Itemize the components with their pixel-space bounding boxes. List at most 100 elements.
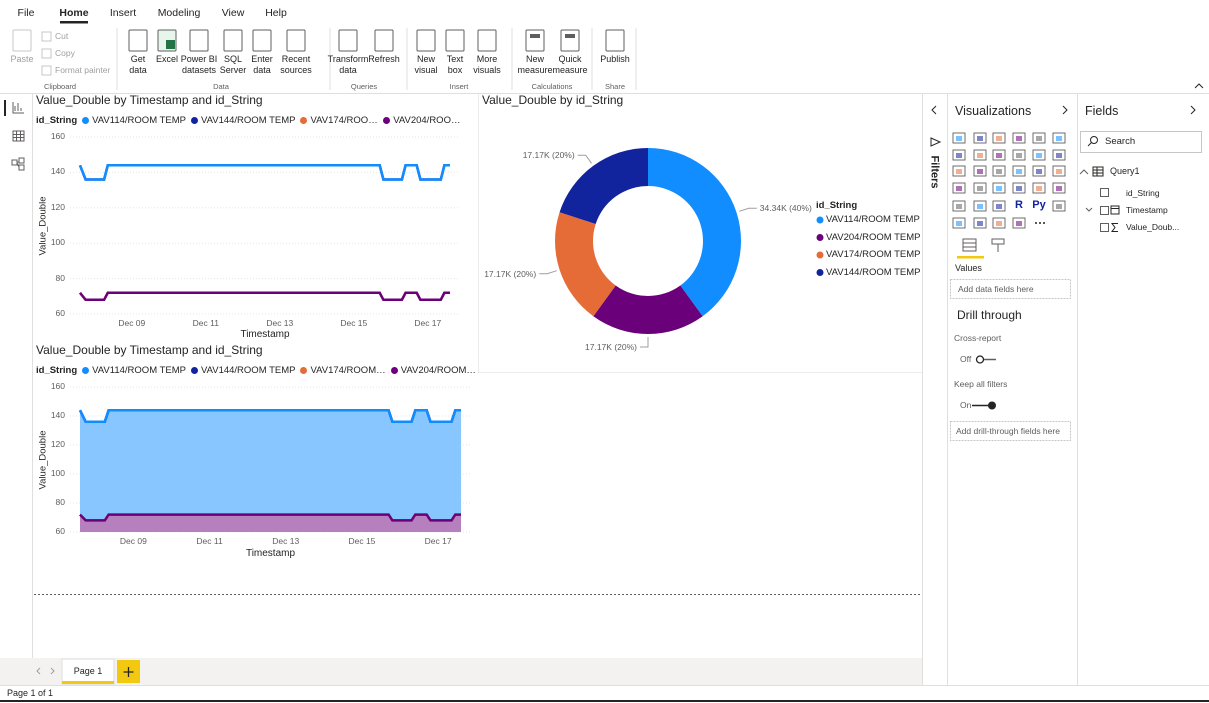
legend-label[interactable]: VAV204/ROOM TEMP: [826, 231, 921, 243]
search-box[interactable]: [1080, 131, 1202, 153]
visual-icon[interactable]: [1032, 182, 1046, 194]
filters-title[interactable]: Filters: [928, 155, 941, 189]
values-well[interactable]: [950, 279, 1071, 299]
visual-icon[interactable]: [952, 149, 966, 161]
nav-report[interactable]: [12, 102, 24, 114]
ribbon-button[interactable]: Enter data: [251, 54, 273, 75]
format-icon[interactable]: [991, 238, 1005, 252]
ribbon-button[interactable]: Refresh: [368, 54, 400, 64]
visual-icon[interactable]: [992, 132, 1006, 144]
collapse-fields[interactable]: [1190, 105, 1196, 115]
collapse-filters[interactable]: [931, 105, 937, 115]
visual-icon[interactable]: [973, 165, 987, 177]
field-name[interactable]: id_String: [1126, 188, 1160, 198]
ribbon-button[interactable]: Power BI datasets: [180, 54, 218, 75]
menu-tab[interactable]: Modeling: [157, 7, 201, 19]
legend-item[interactable]: VAV174/ROOM TEMP: [300, 365, 386, 376]
visual-icon[interactable]: [992, 149, 1006, 161]
keep-filters-toggle[interactable]: [972, 401, 996, 410]
field-checkbox[interactable]: [1100, 188, 1109, 197]
ribbon-button[interactable]: Recent sources: [280, 54, 312, 75]
python-visual[interactable]: Py: [1032, 199, 1046, 211]
legend-item[interactable]: VAV144/ROOM TEMP: [190, 115, 295, 126]
ribbon-button[interactable]: Text box: [446, 54, 464, 75]
visual-icon[interactable]: [952, 132, 966, 144]
field-checkbox[interactable]: [1100, 206, 1109, 215]
well-placeholder[interactable]: Add data fields here: [958, 284, 1034, 294]
ribbon-button[interactable]: New measure: [517, 54, 553, 75]
drill-well[interactable]: [950, 421, 1071, 441]
legend-item[interactable]: VAV144/ROOM TEMP: [190, 365, 295, 376]
ribbon-button[interactable]: Excel: [155, 54, 179, 64]
ribbon-button[interactable]: Publish: [600, 54, 630, 64]
ribbon-button[interactable]: Transform data: [327, 54, 369, 75]
field-checkbox[interactable]: [1100, 223, 1109, 232]
visual-icon[interactable]: [1032, 165, 1046, 177]
table-expander[interactable]: [1079, 169, 1089, 175]
visual-icon[interactable]: [1012, 182, 1026, 194]
visual-icon[interactable]: [952, 200, 966, 212]
legend-item[interactable]: VAV114/ROOM TEMP: [82, 365, 186, 376]
visual-icon[interactable]: [992, 200, 1006, 212]
ribbon-button[interactable]: Format painter: [55, 65, 111, 75]
visual-icon[interactable]: [1012, 165, 1026, 177]
legend-label[interactable]: VAV144/ROOM TEMP: [826, 266, 921, 278]
visual-icon[interactable]: [1052, 149, 1066, 161]
visual-icon[interactable]: [1052, 200, 1066, 212]
visual-icon[interactable]: [992, 217, 1006, 229]
menu-tab[interactable]: Home: [59, 7, 89, 19]
legend-item[interactable]: VAV204/ROOM TEMP: [383, 115, 461, 126]
r-visual[interactable]: R: [1015, 199, 1023, 211]
legend-label[interactable]: VAV174/ROOM TEMP: [826, 249, 921, 260]
search-placeholder[interactable]: Search: [1105, 136, 1136, 147]
well-placeholder[interactable]: Add drill-through fields here: [956, 426, 1060, 436]
ribbon-button[interactable]: More visuals: [473, 54, 501, 75]
ribbon-button[interactable]: New visual: [414, 54, 438, 75]
ribbon-button[interactable]: Get data: [129, 54, 147, 75]
visual-icon[interactable]: [952, 165, 966, 177]
cross-report-toggle[interactable]: [975, 355, 996, 364]
tab-scroll-right[interactable]: [50, 667, 55, 675]
visual-icon[interactable]: [973, 182, 987, 194]
visual-icon[interactable]: [1052, 132, 1066, 144]
visual-icon[interactable]: [973, 149, 987, 161]
field-name[interactable]: Value_Doub...: [1126, 222, 1180, 232]
visual-icon[interactable]: [1012, 132, 1026, 144]
table-name[interactable]: Query1: [1110, 166, 1140, 176]
page-tab-label[interactable]: Page 1: [73, 666, 103, 676]
visual-icon[interactable]: [1052, 165, 1066, 177]
menu-tab[interactable]: File: [17, 7, 35, 19]
menu-tab[interactable]: Help: [265, 7, 287, 19]
visual-icon[interactable]: [973, 132, 987, 144]
field-name[interactable]: Timestamp: [1126, 205, 1168, 215]
legend-label[interactable]: VAV114/ROOM TEMP: [826, 214, 920, 225]
visual-icon[interactable]: [1032, 149, 1046, 161]
visual-icon[interactable]: [992, 165, 1006, 177]
legend-item[interactable]: VAV114/ROOM TEMP: [82, 115, 186, 126]
menu-tab[interactable]: Insert: [109, 7, 137, 19]
nav-data[interactable]: [12, 130, 25, 142]
legend-item[interactable]: VAV204/ROOM TEMP: [390, 365, 476, 376]
visual-icon[interactable]: [1012, 149, 1026, 161]
ribbon-button[interactable]: SQL Server: [219, 54, 247, 75]
ribbon-button[interactable]: Cut: [55, 31, 69, 41]
legend-item[interactable]: VAV174/ROOM TEMP: [300, 115, 378, 126]
visual-icon[interactable]: [973, 200, 987, 212]
ribbon-button[interactable]: Paste: [10, 54, 34, 64]
fields-well-icon[interactable]: [962, 238, 977, 252]
ribbon-button[interactable]: Quick measure: [552, 54, 588, 75]
collapse-ribbon[interactable]: [1194, 83, 1204, 89]
nav-model[interactable]: [11, 157, 25, 171]
visual-icon[interactable]: [1052, 182, 1066, 194]
visual-icon[interactable]: [973, 217, 987, 229]
visual-icon[interactable]: [952, 217, 966, 229]
field-expander[interactable]: [1085, 207, 1093, 212]
visual-icon[interactable]: [1012, 217, 1026, 229]
visual-icon[interactable]: [992, 182, 1006, 194]
tab-scroll-left[interactable]: [36, 667, 41, 675]
ribbon-button[interactable]: Copy: [55, 48, 75, 58]
collapse-visualizations[interactable]: [1062, 105, 1068, 115]
menu-tab[interactable]: View: [221, 7, 245, 19]
visual-icon[interactable]: [952, 182, 966, 194]
visual-icon[interactable]: [1032, 132, 1046, 144]
